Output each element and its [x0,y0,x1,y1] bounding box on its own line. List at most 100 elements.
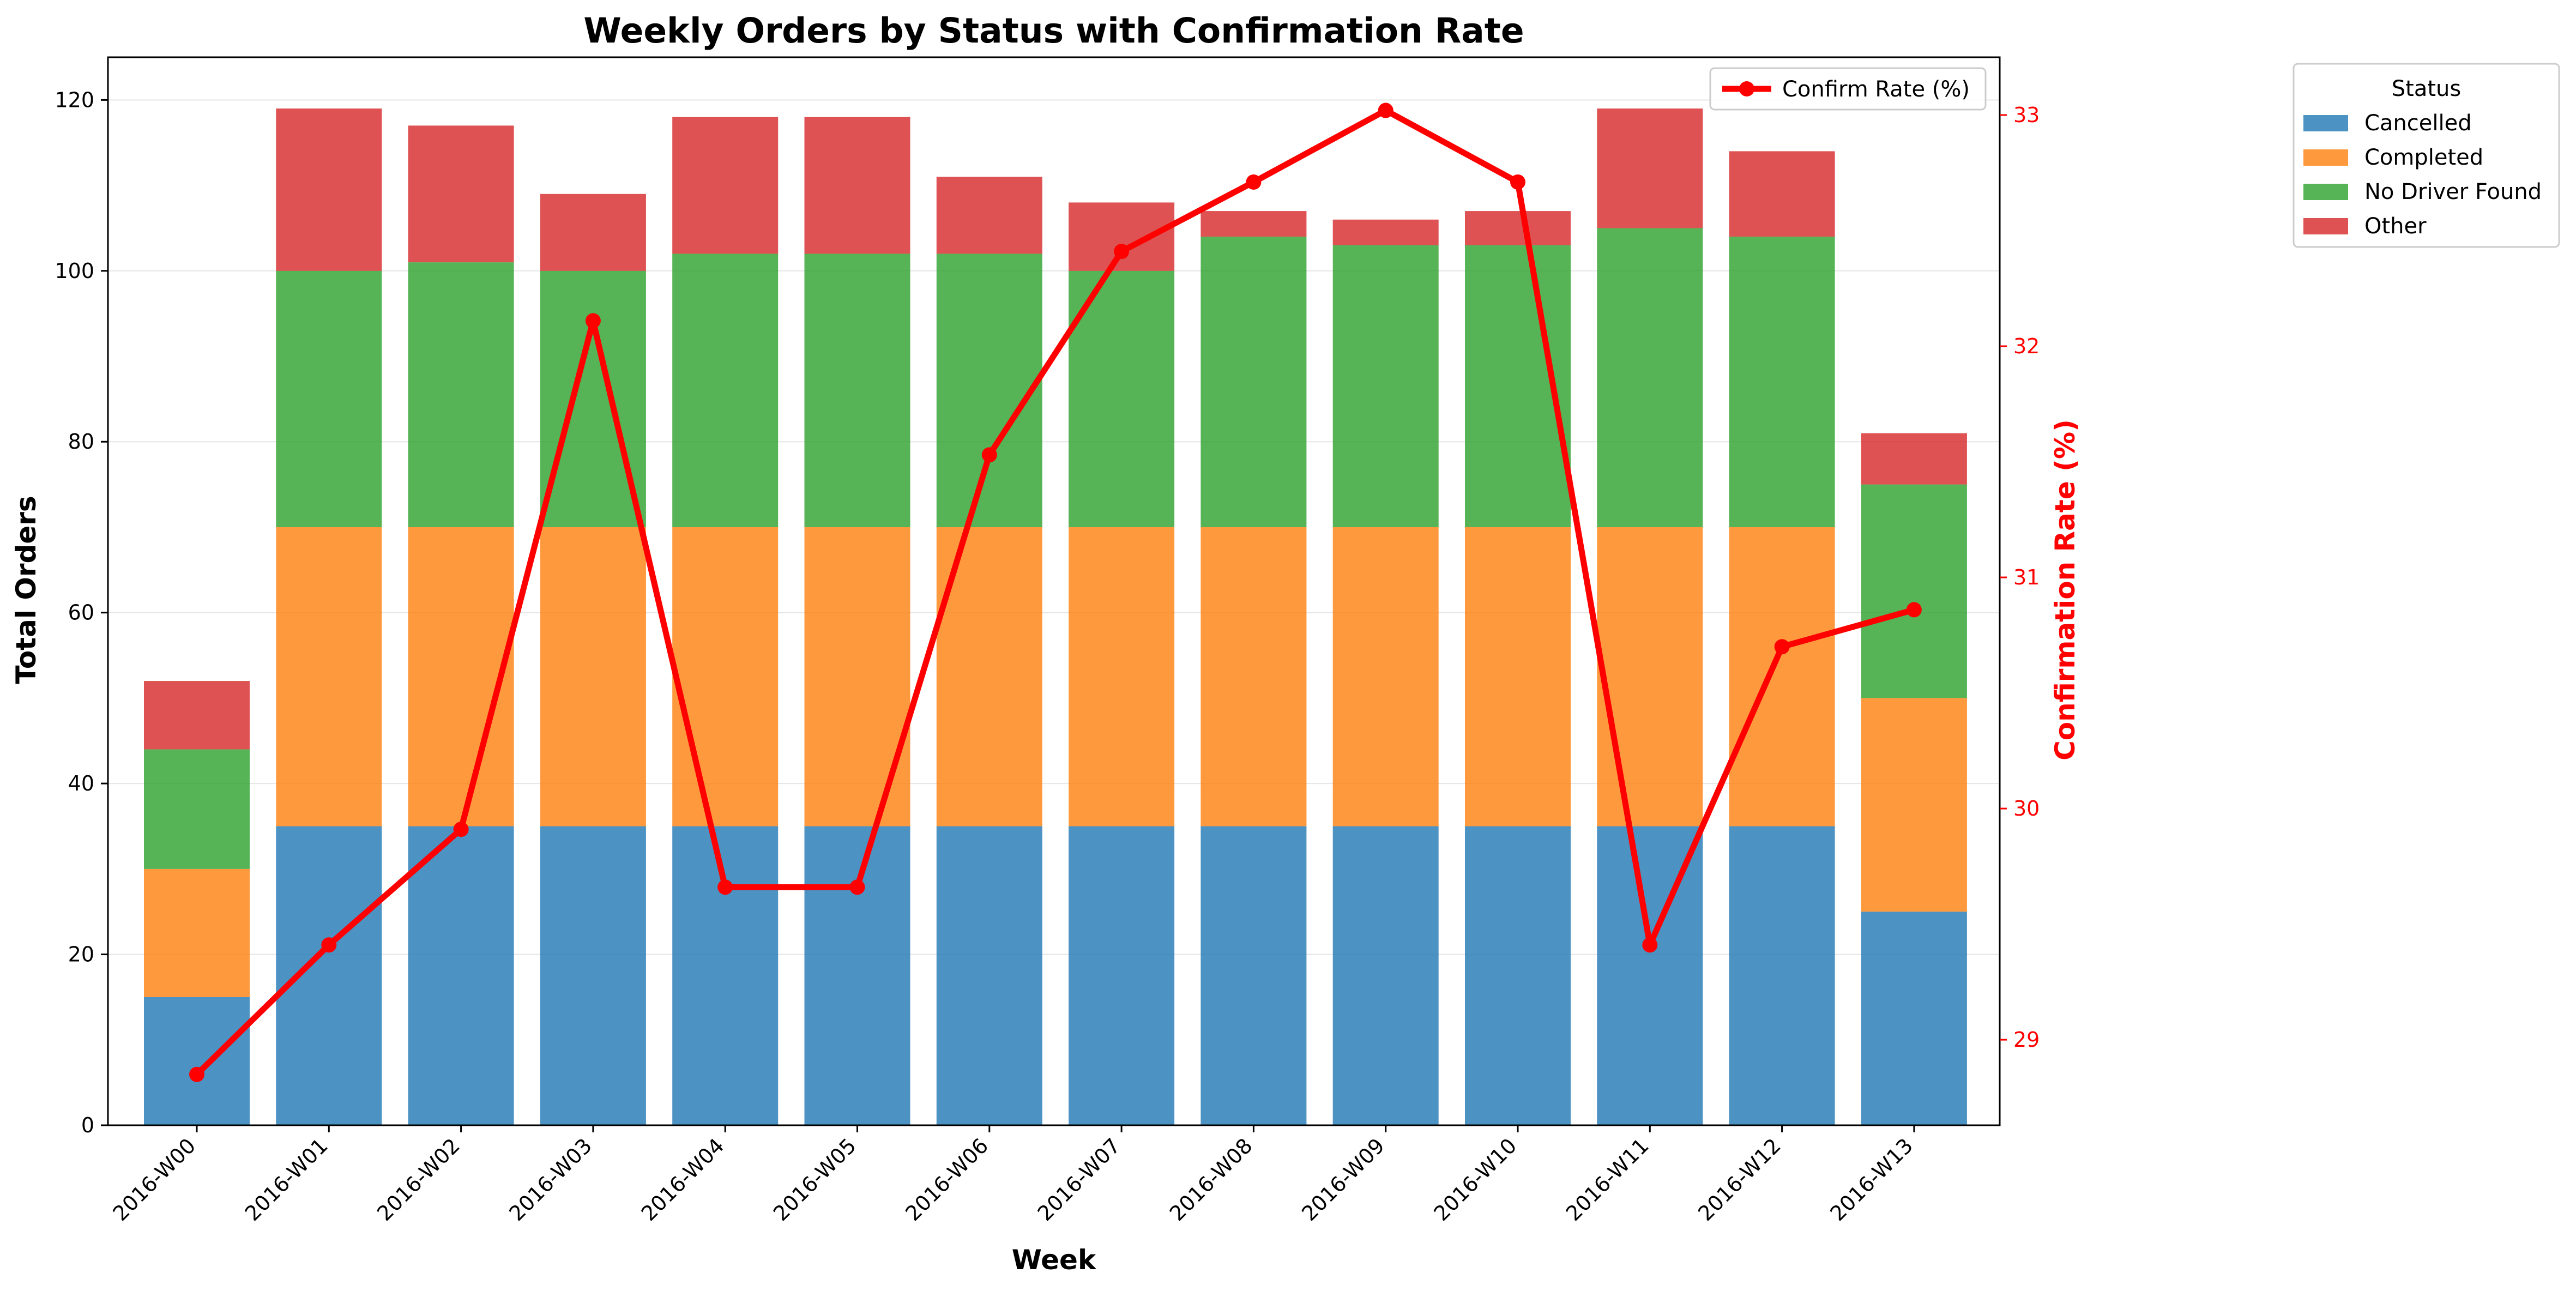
bar-2-5 [804,254,910,527]
bar-1-8 [1200,527,1307,827]
y-tick-label-2: 40 [68,771,94,795]
bar-3-1 [276,108,382,271]
bar-0-5 [804,826,910,1125]
bar-1-4 [672,527,779,827]
bar-0-12 [1729,826,1835,1125]
x-axis-title: Week [1012,1244,1097,1276]
y2-tick-label-3: 32 [2013,334,2040,358]
y-tick-label-1: 20 [68,943,94,967]
bar-1-13 [1861,698,1967,912]
bar-3-4 [672,117,779,254]
line-legend-box [1709,67,1987,111]
bar-3-7 [1069,202,1175,271]
bar-3-3 [540,194,646,271]
bar-1-12 [1729,527,1835,827]
bar-2-11 [1597,228,1703,527]
y-tick-label-3: 60 [68,601,94,625]
y-axis-title: Total Orders [10,496,42,684]
bar-1-3 [540,527,646,827]
bar-1-9 [1332,527,1439,827]
confirm-rate-polyline [194,107,1917,1078]
status-legend-title: Status [2392,76,2461,101]
bar-0-10 [1465,826,1571,1125]
y-tick-label-6: 120 [55,88,94,112]
bar-2-6 [936,254,1042,527]
bar-2-13 [1861,484,1967,698]
plot-frame [107,56,2001,1126]
bar-1-2 [408,527,514,827]
bar-3-13 [1861,433,1967,485]
bar-2-8 [1200,237,1307,527]
bar-3-6 [936,177,1042,254]
confirm-rate-point-9 [1378,102,1393,118]
bar-3-12 [1729,151,1835,237]
confirm-rate-point-12 [1774,639,1790,655]
bar-3-8 [1200,211,1307,237]
bar-2-4 [672,254,779,527]
status-legend-label-2: No Driver Found [2364,179,2542,204]
y-axis-left: 0 20 40 60 80 100 120 [55,88,108,1137]
chart-title: Weekly Orders by Status with Confirmatio… [583,11,1524,51]
confirm-rate-point-7 [1114,244,1130,260]
bar-2-12 [1729,237,1835,527]
confirm-rate-line [189,102,1922,1082]
confirm-rate-point-2 [453,822,469,837]
confirm-rate-point-4 [717,879,733,895]
confirm-rate-point-13 [1906,602,1922,618]
confirm-rate-point-10 [1510,174,1525,190]
bar-1-11 [1597,527,1703,827]
line-legend: Confirm Rate (%) [1709,67,1987,111]
status-legend-box [2293,63,2560,248]
confirm-rate-point-0 [189,1066,204,1082]
bar-2-7 [1069,270,1175,527]
bar-1-5 [804,527,910,827]
y2-axis-title: Confirmation Rate (%) [2049,419,2081,761]
status-legend: Status Cancelled Completed No Driver Found O… [2293,63,2560,248]
y-tick-label-0: 0 [81,1113,94,1137]
y-axis-right: 29 30 31 32 33 [2000,103,2040,1052]
bar-0-2 [408,826,514,1125]
bar-0-11 [1597,826,1703,1125]
bar-1-1 [276,527,382,827]
bar-1-0 [144,868,250,997]
confirm-rate-point-11 [1642,937,1658,953]
status-legend-swatch-3 [2303,218,2348,234]
bar-2-1 [276,270,382,527]
status-legend-swatch-0 [2303,115,2348,131]
confirm-rate-point-5 [849,879,865,895]
bars [144,108,1967,1125]
y2-tick-label-0: 29 [2013,1028,2040,1052]
bar-0-3 [540,826,646,1125]
confirm-rate-point-1 [321,937,337,953]
bar-2-0 [144,749,250,869]
y2-tick-label-2: 31 [2013,565,2040,589]
bar-2-2 [408,262,514,527]
status-legend-label-0: Cancelled [2364,111,2472,136]
bar-3-11 [1597,108,1703,228]
bar-3-5 [804,117,910,254]
line-legend-marker [1739,81,1754,96]
bar-0-7 [1069,826,1175,1125]
bar-0-4 [672,826,779,1125]
status-legend-swatch-1 [2303,149,2348,166]
status-legend-label-1: Completed [2364,145,2483,170]
bar-3-2 [408,125,514,263]
bar-3-9 [1332,219,1439,245]
confirm-rate-point-3 [585,313,601,329]
bar-1-7 [1069,527,1175,827]
bar-1-10 [1465,527,1571,827]
y2-tick-label-1: 30 [2013,797,2040,821]
status-legend-label-3: Other [2364,214,2427,239]
bar-3-10 [1465,211,1571,245]
status-legend-swatch-2 [2303,184,2348,200]
bar-0-0 [144,997,250,1125]
y-tick-label-4: 80 [68,430,94,454]
bar-0-8 [1200,826,1307,1125]
line-legend-label: Confirm Rate (%) [1782,77,1970,102]
bar-0-6 [936,826,1042,1125]
bar-0-13 [1861,912,1967,1125]
y2-tick-label-4: 33 [2013,103,2040,127]
bar-3-0 [144,681,250,750]
bar-0-9 [1332,826,1439,1125]
